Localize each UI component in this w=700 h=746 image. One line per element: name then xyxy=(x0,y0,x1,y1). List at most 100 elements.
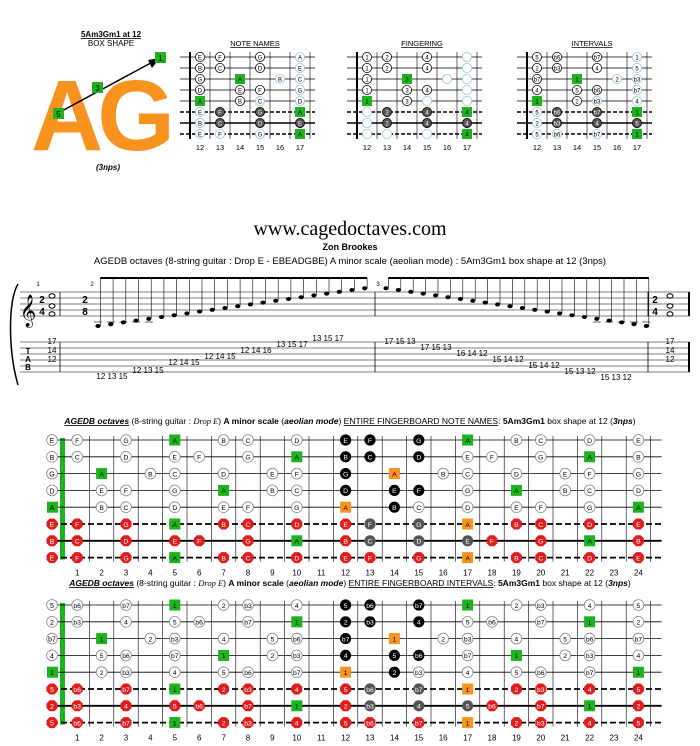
fb-note xyxy=(290,484,303,497)
fb-note xyxy=(632,632,645,645)
mini-dot-label: E xyxy=(298,67,302,73)
fb-note-label: 1 xyxy=(588,704,592,711)
fb-note xyxy=(461,666,474,678)
mini-dot xyxy=(401,96,412,107)
time-sig-bottom: 4 xyxy=(39,307,45,318)
fb-box-note xyxy=(413,599,425,611)
fb-open-label: 2 xyxy=(50,620,54,627)
fb-note-label: b6 xyxy=(195,620,203,627)
fb-bass-note xyxy=(340,552,352,564)
fb-note-label: b6 xyxy=(73,687,81,694)
mini-dot-label: b3 xyxy=(554,122,561,128)
chord-note xyxy=(666,311,674,317)
fb-note xyxy=(583,467,596,480)
tab-number-group: 17 15 13 xyxy=(384,337,416,346)
fb-fret-number: 13 xyxy=(366,734,375,743)
fb-note xyxy=(169,632,181,645)
fb-note-label: b6 xyxy=(73,603,81,610)
mini-dot xyxy=(632,96,643,107)
mini-dot xyxy=(572,85,583,96)
fb-note-label: B xyxy=(270,488,275,495)
mini-dot-label: F xyxy=(218,111,222,117)
scale-note xyxy=(594,316,600,321)
fb-fret-number: 5 xyxy=(173,734,178,743)
fb-fret-number: 11 xyxy=(317,569,326,578)
fb-bass-note xyxy=(71,535,83,547)
mini-dot xyxy=(401,85,412,96)
mini-dot-label: E xyxy=(198,56,202,62)
fb-bass-note xyxy=(291,552,303,564)
mini-root-marker xyxy=(295,107,305,117)
mini-dot-label: 1 xyxy=(365,89,369,95)
mini-dot-label: G xyxy=(258,133,263,139)
fb-note-label: A xyxy=(221,488,226,495)
mini-dot-label: G xyxy=(258,111,263,117)
mini-title: NOTE NAMES xyxy=(230,39,280,48)
fb-note-label: G xyxy=(343,471,348,478)
fb-fret-number: 22 xyxy=(585,734,594,743)
fb-root-marker xyxy=(462,552,474,564)
fb-fret-number: 3 xyxy=(124,734,129,743)
fb-fret-number: 1 xyxy=(75,569,80,578)
mini-dot-label: D xyxy=(258,67,263,73)
mini-dot xyxy=(361,52,372,63)
fb-note-label: G xyxy=(636,471,641,478)
fb-note xyxy=(169,450,181,463)
fb-bass-note xyxy=(193,700,205,712)
fb-note xyxy=(193,450,206,463)
mini-diagram: 12 1 1 1 1 1 13 2 2 2 2 14 3 3 3 15 4 4 4 4 4 16 17 4 4 4 xyxy=(347,52,482,152)
fingerboard-intervals: 1 2 3 4 5 6 7 8 9 10 11 12 13 14 15 16 17 18 19 20 21 22 23 245… xyxy=(46,599,662,743)
fb-note xyxy=(169,649,181,662)
fb-fret-number: 19 xyxy=(512,569,521,578)
fb-note-label: D xyxy=(465,505,470,512)
fb-note-label: 5 xyxy=(637,603,641,610)
fb-root-marker xyxy=(462,683,474,695)
mini-dot-label: B xyxy=(198,122,202,128)
fb-note-label: F xyxy=(75,555,79,562)
fb-bass-note xyxy=(120,535,132,547)
mini-dot-label: b3 xyxy=(634,78,641,84)
fb-note-label: G xyxy=(123,555,128,562)
fb-note xyxy=(266,632,279,645)
fb-note-label: E xyxy=(392,488,397,495)
mini-dot-label: G xyxy=(198,78,203,84)
fb-bass-note xyxy=(364,717,376,729)
fb-root-marker xyxy=(584,700,596,712)
mini-dot xyxy=(592,52,603,63)
fb-root-marker xyxy=(388,633,400,645)
chord-note xyxy=(48,303,56,309)
fb-open-label: 5 xyxy=(50,603,54,610)
measure-number: 3 xyxy=(376,282,380,288)
mini-dot-label: 1 xyxy=(635,56,639,62)
fb-note-label: b7 xyxy=(122,603,130,610)
mini-dot-label: 3 xyxy=(405,100,409,106)
mini-fret-number: 15 xyxy=(593,143,601,152)
fb-open xyxy=(46,649,58,662)
mini-dot-label: 4 xyxy=(425,89,429,95)
fb-note-label: B xyxy=(514,438,519,445)
mini-dot-label: 4 xyxy=(535,89,539,95)
scale-note xyxy=(519,306,526,310)
fb-note-label: D xyxy=(294,522,299,529)
mini-dot xyxy=(632,52,643,63)
scale-note xyxy=(273,298,279,303)
fb-note-label: 2 xyxy=(637,620,641,627)
fb-note-label: D xyxy=(124,539,129,546)
fb-note-label: 4 xyxy=(295,687,299,694)
fb-note xyxy=(120,501,132,514)
scale-note xyxy=(95,324,101,328)
fb-bass-note xyxy=(584,518,596,530)
fb-box-note xyxy=(462,700,474,712)
fb-note-label: F xyxy=(490,455,494,462)
fb-note-label: 1 xyxy=(173,720,177,727)
mini-dot-label: 5 xyxy=(635,67,639,73)
fb-box-note xyxy=(413,451,425,463)
mini-fret-number: 17 xyxy=(633,143,641,152)
scale-note xyxy=(631,322,637,327)
scale-note xyxy=(222,306,228,310)
fb-note-label: C xyxy=(587,488,592,495)
mini-dot xyxy=(361,118,372,129)
fb-note-label: C xyxy=(368,455,373,462)
fb-note-label: b6 xyxy=(122,653,130,660)
